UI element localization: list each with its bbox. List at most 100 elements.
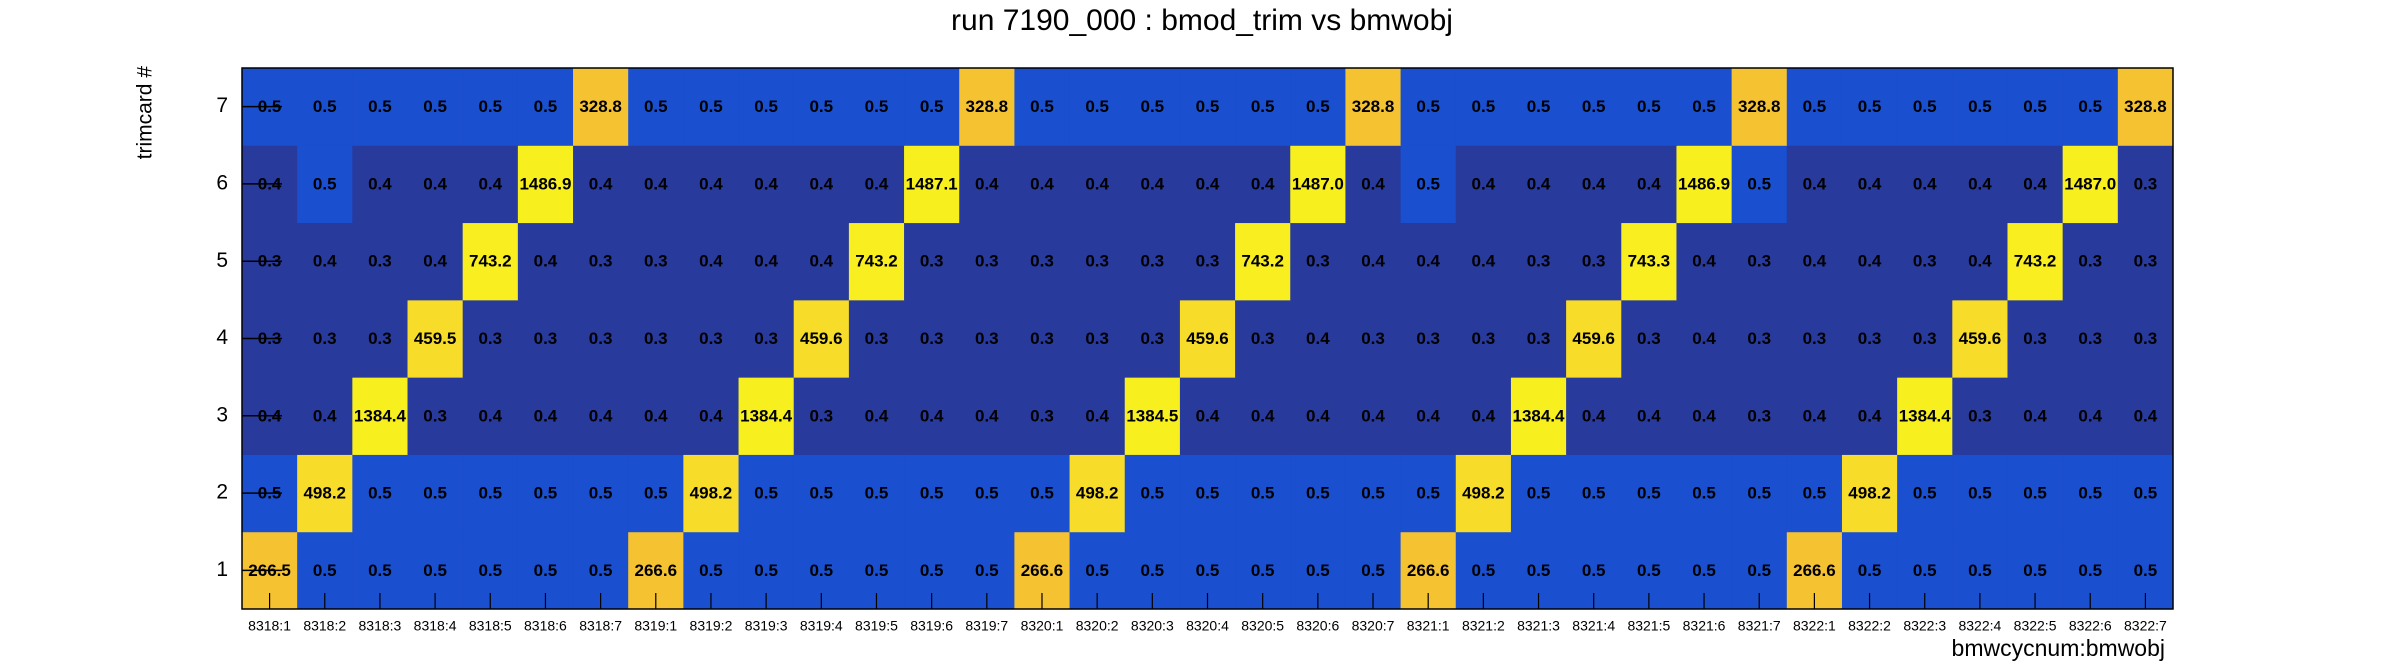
cell-label: 0.5: [1582, 484, 1606, 503]
heatmap-cell: [1455, 222, 1512, 301]
y-tick-label: 6: [216, 171, 228, 194]
cell-label: 0.4: [1306, 406, 1330, 425]
cell-label: 1486.9: [519, 174, 571, 193]
heatmap-cell: [1731, 377, 1788, 455]
cell-label: 0.5: [2023, 561, 2047, 580]
cell-label: 0.5: [2078, 97, 2102, 116]
heatmap-cell: [1179, 68, 1236, 146]
heatmap-cell: [1345, 145, 1402, 224]
cell-label: 0.3: [1306, 252, 1330, 271]
heatmap-cell: [1841, 299, 1898, 378]
y-axis-label: trimcard #: [134, 66, 157, 160]
cell-label: 0.3: [644, 252, 668, 271]
x-tick-label: 8321:4: [1572, 618, 1615, 634]
cell-label: 0.5: [1527, 97, 1551, 116]
heatmap-cell: [683, 68, 740, 146]
cell-label: 0.5: [1637, 484, 1661, 503]
heatmap-cell: [628, 299, 684, 378]
cell-label: 0.5: [865, 484, 889, 503]
x-tick-label: 8320:2: [1076, 618, 1119, 634]
cell-label: 0.5: [1913, 97, 1937, 116]
x-tick-label: 8319:2: [690, 618, 733, 634]
heatmap-cell: [1290, 377, 1346, 455]
cell-label: 0.4: [920, 406, 944, 425]
cell-label: 0.5: [1582, 97, 1606, 116]
heatmap-cell: [959, 454, 1015, 533]
heatmap-cell: [517, 222, 574, 301]
x-tick-label: 8322:1: [1793, 618, 1836, 634]
cell-label: 0.3: [1747, 406, 1771, 425]
heatmap-cell: [1566, 145, 1622, 224]
cell-label: 0.3: [865, 329, 889, 348]
cell-label: 0.4: [1472, 406, 1496, 425]
cell-label: 0.5: [1251, 484, 1275, 503]
heatmap-cell: [573, 68, 629, 146]
heatmap-cell: [1676, 299, 1733, 378]
cell-label: 0.5: [1196, 484, 1220, 503]
cell-label: 0.3: [1968, 406, 1992, 425]
heatmap-cell: [1566, 377, 1622, 455]
heatmap-cell: [1566, 299, 1622, 378]
y-tick-label: 5: [216, 249, 228, 272]
heatmap-cell: [1400, 145, 1457, 224]
cell-label: 0.4: [1141, 174, 1165, 193]
heatmap-cell: [2007, 454, 2064, 533]
heatmap-cell: [738, 222, 795, 301]
heatmap-cell: [1510, 454, 1567, 533]
x-tick-label: 8319:6: [910, 618, 953, 634]
cell-label: 0.3: [1747, 329, 1771, 348]
cell-label: 0.4: [1472, 174, 1496, 193]
cell-label: 0.5: [313, 174, 337, 193]
y-tick-label: 3: [216, 403, 228, 426]
heatmap-cell: [1786, 299, 1843, 378]
heatmap-cell: [1235, 377, 1291, 455]
heatmap-cell: [1014, 299, 1071, 378]
cell-label: 0.4: [975, 406, 999, 425]
cell-label: 0.5: [534, 97, 558, 116]
heatmap-cell: [793, 454, 850, 533]
cell-label: 0.3: [1251, 329, 1275, 348]
heatmap-cell: [1400, 454, 1457, 533]
cell-label: 0.5: [1472, 561, 1496, 580]
heatmap-cell: [628, 145, 684, 224]
cell-label: 0.5: [1968, 561, 1992, 580]
heatmap-cell: [793, 145, 850, 224]
heatmap-cell: [573, 145, 629, 224]
cell-label: 0.3: [1030, 406, 1054, 425]
cell-label: 266.5: [248, 561, 291, 580]
heatmap-cell: [297, 68, 353, 146]
heatmap-cell: [1786, 68, 1843, 146]
heatmap-cell: [573, 222, 629, 301]
heatmap-cell: [738, 377, 795, 455]
cell-label: 0.4: [644, 406, 668, 425]
heatmap-cell: [2007, 222, 2064, 301]
heatmap-cell: [2117, 145, 2174, 224]
cell-label: 0.3: [920, 329, 944, 348]
x-tick-label: 8319:4: [800, 618, 843, 634]
heatmap-cell: [407, 222, 464, 301]
heatmap-cell: [1345, 299, 1402, 378]
cell-label: 0.5: [1196, 97, 1220, 116]
heatmap-cell: [1069, 222, 1126, 301]
heatmap-cell: [1345, 377, 1402, 455]
x-tick-label: 8318:4: [414, 618, 457, 634]
heatmap-cell: [1731, 222, 1788, 301]
heatmap-cell: [2062, 454, 2119, 533]
heatmap-cell: [848, 68, 905, 146]
heatmap-cell: [407, 454, 464, 533]
cell-label: 0.5: [2078, 561, 2102, 580]
heatmap-cell: [959, 68, 1015, 146]
cell-label: 0.5: [699, 97, 723, 116]
heatmap-cell: [1731, 68, 1788, 146]
heatmap-cell: [1510, 145, 1567, 224]
heatmap-cell: [1786, 222, 1843, 301]
heatmap-cell: [2007, 68, 2064, 146]
heatmap-cell: [1510, 68, 1567, 146]
cell-label: 0.5: [920, 484, 944, 503]
heatmap-cell: [793, 377, 850, 455]
cell-label: 0.5: [534, 561, 558, 580]
cell-label: 0.4: [1637, 174, 1661, 193]
x-tick-label: 8318:2: [303, 618, 346, 634]
cell-label: 1487.0: [2064, 174, 2116, 193]
